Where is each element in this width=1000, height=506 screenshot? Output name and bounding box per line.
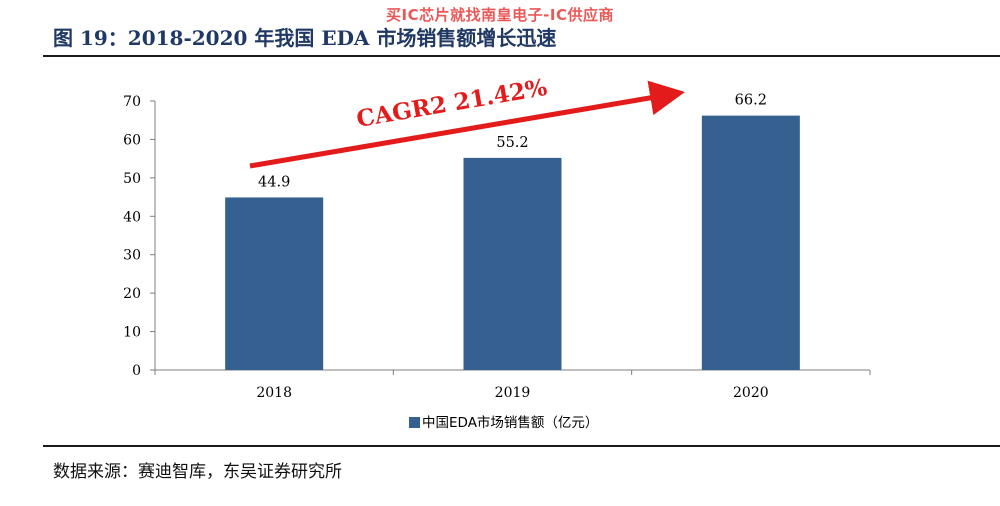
cagr-arrow: CAGR2 21.42%	[249, 74, 685, 169]
source-note: 数据来源：赛迪智库，东吴证券研究所	[53, 462, 342, 482]
top-rule	[43, 55, 1000, 57]
data-label: 44.9	[258, 174, 290, 190]
y-tick-label: 50	[123, 171, 141, 187]
x-tick-label: 2020	[733, 385, 769, 401]
bar	[463, 157, 562, 370]
cagr-arrow-line	[249, 80, 685, 169]
data-labels: 44.9 55.2 66.2	[258, 93, 767, 191]
watermark: 买IC芯片就找南皇电子-IC供应商	[386, 6, 614, 24]
x-tick-label: 2019	[495, 385, 531, 401]
x-tick-label: 2018	[256, 385, 292, 401]
bar	[225, 197, 324, 370]
x-axis: 2018 2019 2020	[154, 369, 871, 401]
y-tick-label: 0	[132, 363, 141, 379]
y-tick-label: 70	[123, 94, 141, 110]
y-axis: 0 10 20 30 40 50 60 70	[123, 94, 156, 379]
y-tick-label: 10	[123, 325, 141, 341]
legend-label: 中国EDA市场销售额（亿元）	[422, 414, 598, 431]
bar	[701, 115, 800, 370]
cagr-label: CAGR2 21.42%	[354, 74, 549, 133]
legend: 中国EDA市场销售额（亿元）	[409, 414, 598, 431]
bar-chart: 0 10 20 30 40 50 60 70 2018 2019 2020 44.9 55.2 66.…	[123, 74, 871, 431]
figure-title: 图 19：2018-2020 年我国 EDA 市场销售额增长迅速	[53, 26, 557, 50]
data-label: 55.2	[496, 135, 528, 151]
y-tick-label: 40	[123, 209, 141, 225]
y-tick-label: 30	[123, 248, 141, 264]
data-label: 66.2	[735, 93, 767, 109]
y-tick-label: 20	[123, 286, 141, 302]
bars	[225, 115, 800, 370]
legend-swatch	[409, 417, 420, 428]
y-tick-label: 60	[123, 132, 141, 148]
bottom-rule	[43, 445, 1000, 447]
